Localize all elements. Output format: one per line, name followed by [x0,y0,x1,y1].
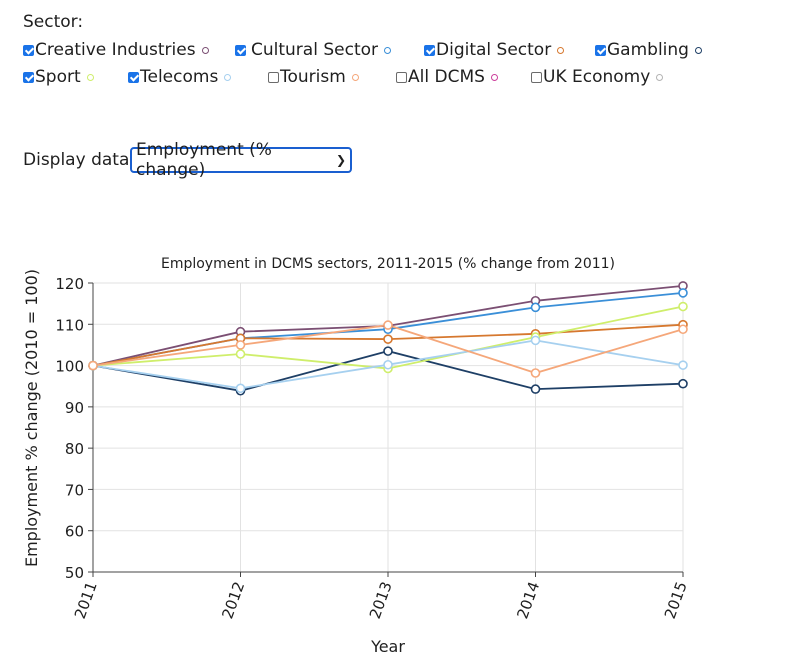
checkbox-digital-sector[interactable]: Digital Sector [424,39,565,61]
checkbox-telecoms[interactable]: Telecoms [128,66,232,88]
legend-circle-icon [656,73,664,81]
data-point [530,368,541,378]
data-point [383,320,393,330]
y-tick-label: 120 [55,275,84,293]
display-data-select[interactable]: Employment (% change) ❯ [130,140,352,180]
data-point [678,378,688,389]
legend-circle-icon [201,46,209,54]
checkbox-icon[interactable] [23,44,34,56]
checkbox-label: Tourism [280,67,346,87]
checkbox-label: UK Economy [543,67,651,87]
data-point [678,288,688,298]
x-tick-label: 2014 [513,579,543,621]
sector-label: Sector: [23,12,84,32]
y-tick-label: 110 [55,316,84,334]
x-axis-title: Year [370,637,405,656]
x-tick-label: 2015 [661,579,691,621]
data-point [383,334,393,344]
legend-circle-icon [86,73,94,81]
data-point [235,349,246,359]
checkbox-tourism[interactable]: Tourism [268,66,359,88]
data-point [383,346,393,356]
checkbox-label: Digital Sector [436,40,552,60]
x-tick-label: 2013 [366,579,396,621]
legend-circle-icon [351,73,359,81]
legend-circle-icon [490,73,498,81]
x-tick-label: 2011 [71,579,101,621]
line-chart: Employment in DCMS sectors, 2011-2015 (%… [22,256,691,656]
chart-title: Employment in DCMS sectors, 2011-2015 (%… [161,256,615,272]
chevron-down-icon: ❯ [335,153,346,167]
legend-circle-icon [557,46,565,54]
data-point [530,335,541,346]
data-point [88,360,98,371]
y-tick-label: 90 [65,399,84,417]
checkbox-label: Sport [35,67,81,87]
checkbox-label: Creative Industries [35,40,196,60]
checkbox-sport[interactable]: Sport [23,66,94,88]
checkbox-cultural-sector[interactable]: Cultural Sector [235,39,391,61]
y-tick-label: 70 [65,481,84,499]
data-point [235,383,246,394]
checkbox-gambling[interactable]: Gambling [595,39,702,61]
checkbox-icon[interactable] [23,71,34,83]
checkbox-icon[interactable] [128,71,139,83]
data-point [678,324,688,335]
checkbox-icon[interactable] [396,71,407,83]
data-point [235,340,246,350]
checkbox-creative-industries[interactable]: Creative Industries [23,39,209,61]
checkbox-icon[interactable] [424,44,435,56]
checkbox-icon[interactable] [595,44,606,56]
data-point [678,301,688,312]
checkbox-label: Telecoms [140,67,219,87]
data-point [530,302,541,313]
checkbox-all-dcms[interactable]: All DCMS [396,66,498,88]
y-tick-label: 80 [65,440,84,458]
y-tick-label: 60 [65,523,84,541]
legend-circle-icon [384,46,391,54]
checkbox-icon[interactable] [268,71,279,83]
display-data-value: Employment (% change) [136,140,272,180]
data-point [383,359,393,370]
checkbox-icon[interactable] [531,71,542,83]
legend-circle-icon [224,73,232,81]
data-point [530,384,541,394]
checkbox-icon[interactable] [235,44,246,56]
checkbox-label: Gambling [607,40,689,60]
checkbox-label: All DCMS [408,67,485,87]
display-data-label: Display data: [23,150,136,170]
x-tick-label: 2012 [218,579,248,621]
y-tick-label: 100 [55,358,84,376]
y-tick-label: 50 [65,564,84,582]
data-point [678,360,688,370]
y-axis-title: Employment % change (2010 = 100) [22,269,41,567]
checkbox-label: Cultural Sector [251,40,378,60]
legend-circle-icon [694,46,702,54]
series-points [88,281,688,396]
checkbox-uk-economy[interactable]: UK Economy [531,66,664,88]
